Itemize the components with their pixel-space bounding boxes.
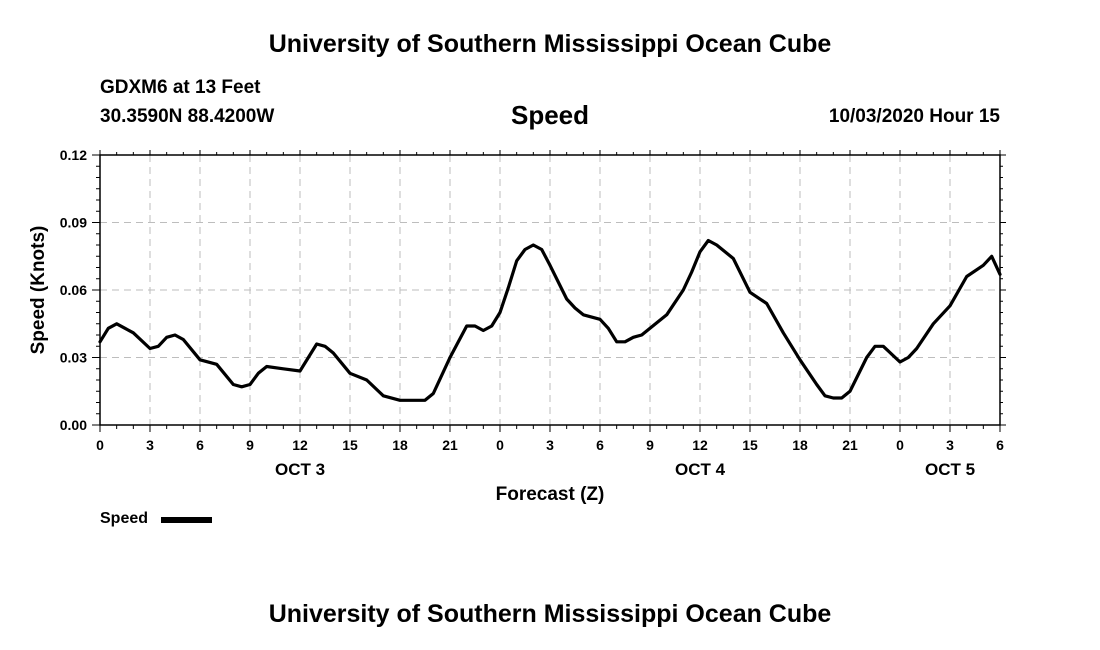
x-tick-label: 0 [496,437,504,453]
station-label: GDXM6 at 13 Feet [100,77,261,98]
x-tick-label: 3 [946,437,954,453]
x-tick-label: 12 [292,437,308,453]
x-tick-label: 0 [96,437,104,453]
x-tick-label: 3 [146,437,154,453]
y-tick-label: 0.06 [60,282,87,298]
x-tick-label: 18 [392,437,408,453]
grid-lines [100,155,1000,425]
x-tick-label: 3 [546,437,554,453]
x-tick-label: 15 [742,437,758,453]
x-axis-label: Forecast (Z) [496,484,605,505]
y-axis-label: Speed (Knots) [28,226,49,355]
y-tick-label: 0.09 [60,215,87,231]
x-tick-label: 9 [646,437,654,453]
x-tick-label: 21 [442,437,458,453]
date-label: OCT 3 [275,460,325,479]
y-tick-label: 0.12 [60,147,87,163]
legend-swatch [161,517,212,523]
chart-title: Speed [510,100,590,130]
x-tick-label: 18 [792,437,808,453]
date-label: OCT 5 [925,460,975,479]
main-title: University of Southern Mississippi Ocean… [268,30,832,58]
legend-label: Speed [100,510,149,527]
x-tick-label: 6 [996,437,1004,453]
x-tick-label: 9 [246,437,254,453]
speed-series-line [98,238,1002,402]
plot-frame [99,154,1001,426]
footer-title: University of Southern Mississippi Ocean… [268,600,832,628]
coordinates-label: 30.3590N 88.4200W [100,106,275,127]
x-tick-label: 12 [692,437,708,453]
date-label: OCT 4 [675,460,726,479]
datetime-label: 10/03/2020 Hour 15 [828,106,1000,127]
tick-labels: 0 3 6 9 12 15 18 21 0 3 6 9 12 15 18 21 0 3 6 0.00 0.03 0.06 0… [60,147,1004,479]
axis-ticks [92,150,1006,432]
series-layer [98,238,1002,402]
x-tick-label: 0 [896,437,904,453]
x-tick-label: 15 [342,437,358,453]
y-tick-label: 0.03 [60,350,87,366]
x-tick-label: 6 [196,437,204,453]
y-tick-label: 0.00 [60,417,87,433]
x-tick-label: 21 [842,437,858,453]
x-tick-label: 6 [596,437,604,453]
